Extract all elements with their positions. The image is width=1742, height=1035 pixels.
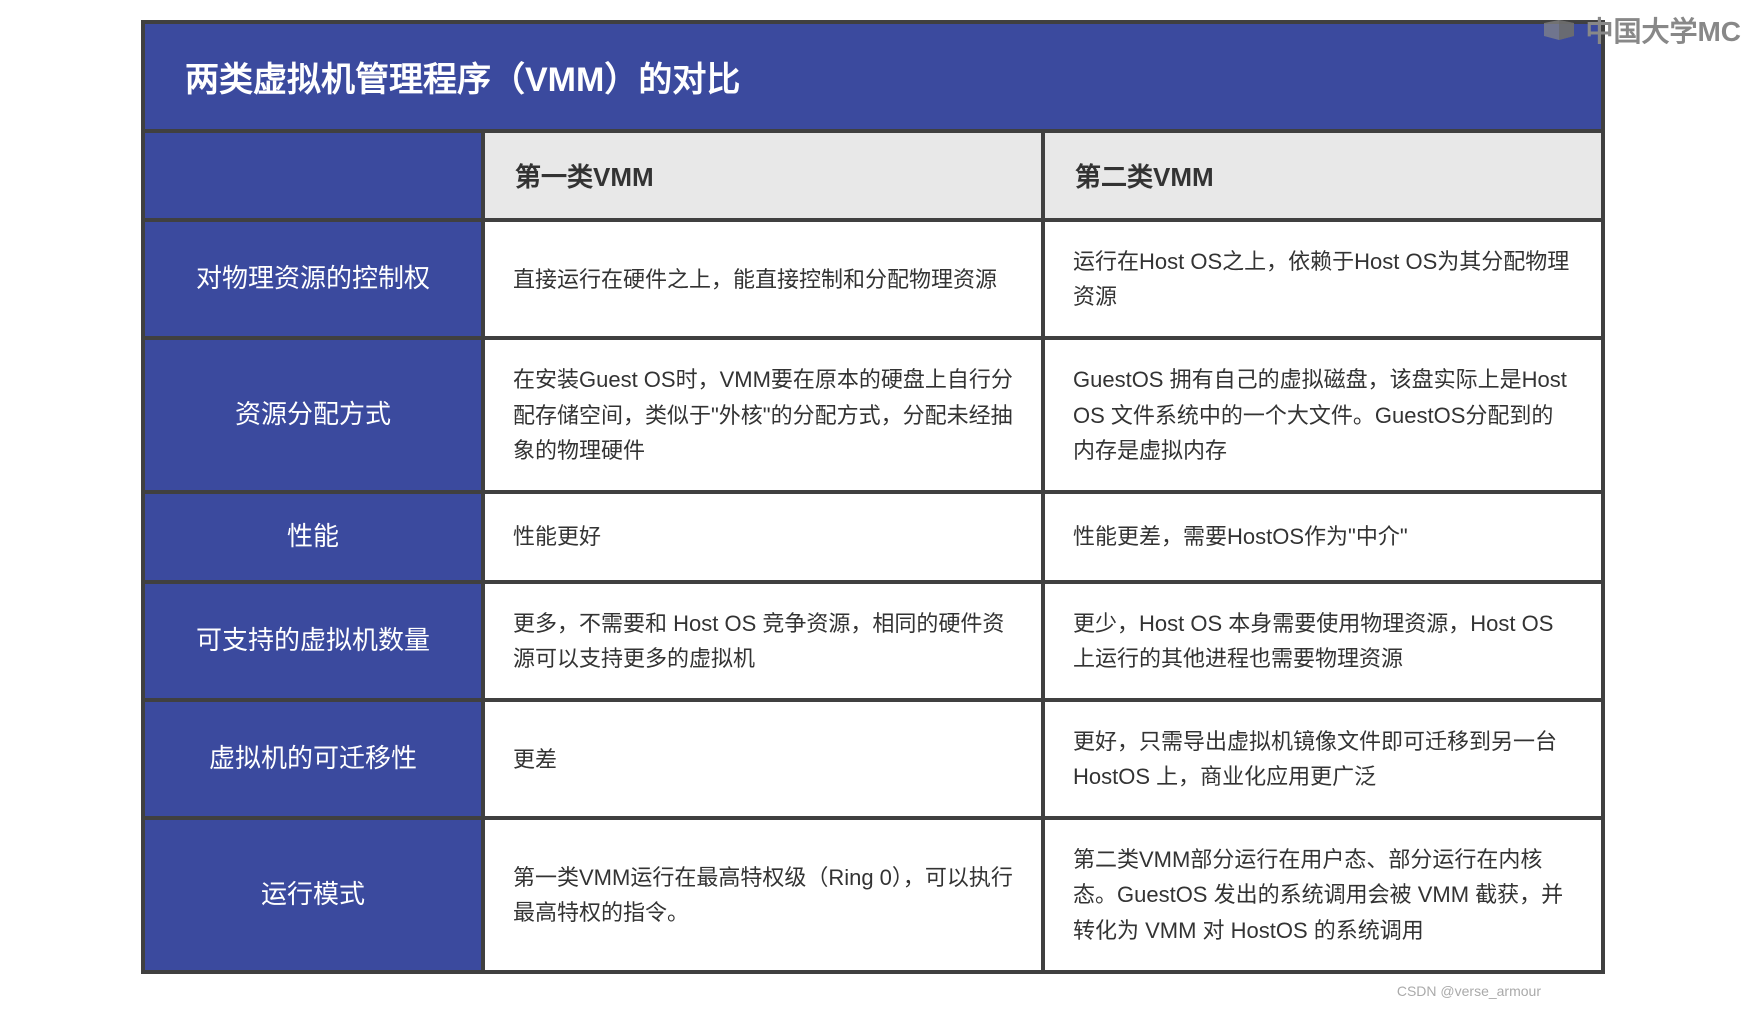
comparison-table: 两类虚拟机管理程序（VMM）的对比 第一类VMM 第二类VMM 对物理资源的控制… xyxy=(141,20,1605,974)
header-row: 第一类VMM 第二类VMM xyxy=(143,131,1603,220)
row-label: 可支持的虚拟机数量 xyxy=(143,582,483,700)
table-row: 可支持的虚拟机数量 更多，不需要和 Host OS 竞争资源，相同的硬件资源可以… xyxy=(143,582,1603,700)
table-row: 虚拟机的可迁移性 更差 更好，只需导出虚拟机镜像文件即可迁移到另一台 HostO… xyxy=(143,700,1603,818)
data-cell: 性能更差，需要HostOS作为"中介" xyxy=(1043,492,1603,582)
row-label: 运行模式 xyxy=(143,818,483,972)
data-cell: 在安装Guest OS时，VMM要在原本的硬盘上自行分配存储空间，类似于"外核"… xyxy=(483,338,1043,492)
watermark-top: 中国大学MC xyxy=(1542,10,1741,50)
data-cell: GuestOS 拥有自己的虚拟磁盘，该盘实际上是Host OS 文件系统中的一个… xyxy=(1043,338,1603,492)
data-cell: 更好，只需导出虚拟机镜像文件即可迁移到另一台 HostOS 上，商业化应用更广泛 xyxy=(1043,700,1603,818)
column-header-1: 第一类VMM xyxy=(483,131,1043,220)
column-header-2: 第二类VMM xyxy=(1043,131,1603,220)
table-row: 对物理资源的控制权 直接运行在硬件之上，能直接控制和分配物理资源 运行在Host… xyxy=(143,220,1603,338)
data-cell: 更差 xyxy=(483,700,1043,818)
header-empty-cell xyxy=(143,131,483,220)
slide-container: 中国大学MC 两类虚拟机管理程序（VMM）的对比 第一类VMM 第二类VMM 对… xyxy=(141,20,1601,974)
row-label: 虚拟机的可迁移性 xyxy=(143,700,483,818)
data-cell: 直接运行在硬件之上，能直接控制和分配物理资源 xyxy=(483,220,1043,338)
row-label: 性能 xyxy=(143,492,483,582)
table-row: 性能 性能更好 性能更差，需要HostOS作为"中介" xyxy=(143,492,1603,582)
data-cell: 第二类VMM部分运行在用户态、部分运行在内核态。GuestOS 发出的系统调用会… xyxy=(1043,818,1603,972)
data-cell: 性能更好 xyxy=(483,492,1043,582)
table-row: 资源分配方式 在安装Guest OS时，VMM要在原本的硬盘上自行分配存储空间，… xyxy=(143,338,1603,492)
data-cell: 运行在Host OS之上，依赖于Host OS为其分配物理资源 xyxy=(1043,220,1603,338)
watermark-top-text: 中国大学MC xyxy=(1585,10,1741,50)
data-cell: 更少，Host OS 本身需要使用物理资源，Host OS 上运行的其他进程也需… xyxy=(1043,582,1603,700)
data-cell: 第一类VMM运行在最高特权级（Ring 0），可以执行最高特权的指令。 xyxy=(483,818,1043,972)
row-label: 资源分配方式 xyxy=(143,338,483,492)
data-cell: 更多，不需要和 Host OS 竞争资源，相同的硬件资源可以支持更多的虚拟机 xyxy=(483,582,1043,700)
table-row: 运行模式 第一类VMM运行在最高特权级（Ring 0），可以执行最高特权的指令。… xyxy=(143,818,1603,972)
watermark-bottom: CSDN @verse_armour xyxy=(1397,983,1541,999)
row-label: 对物理资源的控制权 xyxy=(143,220,483,338)
mooc-logo-icon xyxy=(1542,18,1577,43)
table-title: 两类虚拟机管理程序（VMM）的对比 xyxy=(143,22,1603,131)
title-row: 两类虚拟机管理程序（VMM）的对比 xyxy=(143,22,1603,131)
